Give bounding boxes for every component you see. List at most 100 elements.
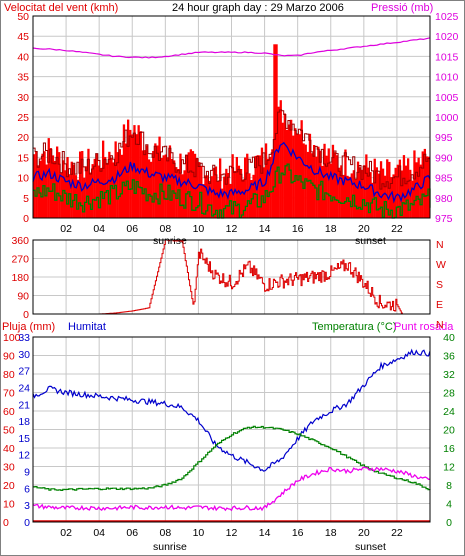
climate-panel-frame bbox=[32, 336, 431, 523]
temperature-axis-title: Temperatura (°C) bbox=[312, 321, 396, 333]
gust-bar bbox=[43, 151, 46, 218]
wind-tick-label: 50 bbox=[17, 11, 29, 23]
gust-bar bbox=[141, 150, 144, 218]
gust-bar bbox=[386, 159, 389, 218]
gust-bar bbox=[400, 170, 403, 218]
compass-label: S bbox=[436, 279, 443, 291]
gust-bar bbox=[219, 158, 222, 218]
gust-bar bbox=[206, 175, 209, 218]
hour-tick-label: 06 bbox=[126, 223, 138, 235]
wind-tick-label: 45 bbox=[17, 31, 29, 43]
pressure-tick-label: 1005 bbox=[435, 92, 459, 104]
gust-bar bbox=[87, 148, 90, 218]
gust-bar bbox=[396, 164, 399, 218]
gust-bar bbox=[342, 174, 345, 218]
gust-bar bbox=[287, 124, 291, 218]
gust-bar bbox=[325, 155, 328, 218]
gust-bar bbox=[221, 188, 224, 218]
sunset-label-bottom: sunset bbox=[355, 541, 386, 553]
gust-bar bbox=[269, 156, 272, 218]
gust-bar bbox=[191, 151, 195, 218]
humidity-tick-label: 15 bbox=[18, 433, 30, 445]
wind-tick-label: 20 bbox=[17, 132, 29, 144]
gust-bar bbox=[336, 155, 339, 218]
gust-bar bbox=[348, 176, 351, 218]
gust-bar bbox=[208, 180, 211, 218]
gust-bar bbox=[398, 159, 401, 218]
gust-bar bbox=[33, 154, 36, 218]
wind-tick-label: 30 bbox=[17, 92, 29, 104]
sunset-label: sunset bbox=[355, 235, 386, 247]
temperature-tick-label: 4 bbox=[446, 499, 452, 511]
hour-tick-label-bottom: 04 bbox=[93, 527, 105, 539]
rain-tick-label: 90 bbox=[3, 351, 15, 363]
wind-tick-label: 0 bbox=[23, 213, 29, 225]
gust-bar bbox=[241, 179, 245, 218]
humidity-tick-label: 3 bbox=[24, 500, 30, 512]
wind-tick-label: 10 bbox=[17, 173, 29, 185]
gust-bar bbox=[131, 134, 134, 218]
rain-tick-label: 40 bbox=[3, 443, 15, 455]
gust-bar bbox=[323, 143, 326, 218]
gust-bar bbox=[74, 175, 78, 218]
rain-tick-label: 0 bbox=[3, 517, 9, 529]
wind-tick-label: 40 bbox=[17, 51, 29, 63]
gust-bar bbox=[381, 168, 385, 218]
gust-bar bbox=[183, 170, 186, 218]
gust-bar bbox=[147, 159, 151, 218]
gust-bar bbox=[404, 165, 408, 218]
gust-bar bbox=[246, 153, 249, 218]
gust-bar bbox=[156, 145, 159, 218]
pressure-axis-title: Pressió (mb) bbox=[371, 2, 433, 14]
direction-tick-label: 360 bbox=[11, 235, 29, 247]
gust-bar bbox=[202, 184, 205, 218]
humidity-tick-label: 24 bbox=[18, 382, 30, 394]
gust-bar bbox=[367, 167, 370, 218]
pressure-tick-label: 1015 bbox=[435, 51, 459, 63]
rain-tick-label: 60 bbox=[3, 406, 15, 418]
gust-bar bbox=[277, 106, 280, 218]
gust-bar bbox=[244, 157, 247, 218]
gust-bar bbox=[81, 151, 84, 218]
gust-bar bbox=[388, 161, 391, 218]
compass-label: N bbox=[436, 239, 444, 251]
gust-bar bbox=[352, 170, 355, 218]
rain-tick-label: 10 bbox=[3, 499, 15, 511]
gust-bar bbox=[143, 150, 146, 218]
chart-title: 24 hour graph day : 29 Marzo 2006 bbox=[172, 2, 344, 14]
gust-bar bbox=[139, 131, 142, 218]
gust-bar bbox=[273, 44, 276, 218]
hour-tick-label-bottom: 10 bbox=[193, 527, 205, 539]
gust-bar bbox=[233, 171, 236, 218]
gust-bar bbox=[97, 165, 101, 218]
gust-bar bbox=[361, 169, 364, 218]
gust-bar bbox=[413, 150, 416, 218]
pressure-tick-label: 1000 bbox=[435, 112, 459, 124]
humidity-tick-label: 21 bbox=[18, 399, 30, 411]
gust-bar bbox=[294, 128, 297, 218]
gust-bar bbox=[346, 175, 349, 218]
hour-tick-label: 04 bbox=[93, 223, 105, 235]
humidity-tick-label: 12 bbox=[18, 450, 30, 462]
gust-bar bbox=[66, 157, 69, 218]
sunrise-label-bottom: sunrise bbox=[153, 541, 187, 553]
gust-bar bbox=[281, 122, 284, 218]
gust-bar bbox=[204, 175, 207, 218]
gust-bar bbox=[258, 155, 261, 218]
direction-tick-label: 90 bbox=[17, 291, 29, 303]
pressure-line bbox=[32, 37, 431, 59]
hour-tick-label-bottom: 06 bbox=[126, 527, 138, 539]
gust-bar bbox=[154, 143, 157, 218]
gust-bar bbox=[68, 174, 71, 218]
wind-axis-title: Velocitat del vent (kmh) bbox=[4, 2, 118, 14]
gust-bar bbox=[72, 164, 75, 218]
gust-bar bbox=[129, 129, 132, 218]
pressure-tick-label: 975 bbox=[435, 213, 453, 225]
hour-tick-label-bottom: 08 bbox=[159, 527, 171, 539]
hour-tick-label: 20 bbox=[358, 223, 370, 235]
temperature-tick-label: 16 bbox=[443, 443, 455, 455]
gust-bar bbox=[56, 146, 59, 218]
rain-tick-label: 80 bbox=[3, 369, 15, 381]
gust-bar bbox=[89, 172, 92, 218]
